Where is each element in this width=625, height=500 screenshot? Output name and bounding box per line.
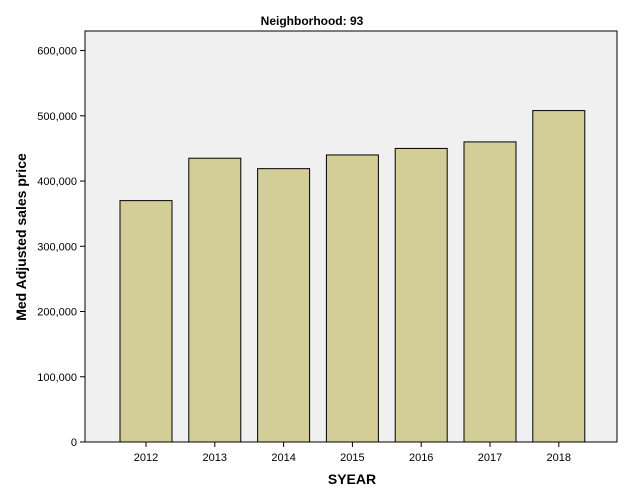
bar-2012 (119, 200, 173, 443)
bar-2013 (188, 157, 242, 443)
y-tick-label: 300,000 (37, 241, 77, 253)
x-tick-label: 2016 (409, 452, 433, 464)
bar-2018 (532, 110, 586, 443)
y-tick-label: 200,000 (37, 307, 77, 319)
chart-title: Neighborhood: 93 (261, 14, 364, 28)
y-tick-label: 500,000 (37, 111, 77, 123)
bars-group (119, 110, 586, 443)
x-tick-label: 2015 (340, 452, 364, 464)
x-tick-label: 2014 (271, 452, 295, 464)
x-tick-label: 2018 (547, 452, 571, 464)
x-tick-label: 2013 (203, 452, 227, 464)
bar-2014 (257, 168, 311, 443)
x-tick-label: 2012 (134, 452, 158, 464)
bar-2015 (325, 154, 379, 443)
bar-2016 (394, 147, 448, 443)
x-tick-label: 2017 (478, 452, 502, 464)
y-axis-title: Med Adjusted sales price (13, 153, 29, 321)
y-tick-label: 100,000 (37, 372, 77, 384)
x-axis: 2012 2013 2014 2015 2016 2017 2018 (134, 442, 571, 464)
x-axis-title: SYEAR (328, 471, 376, 487)
y-tick-label: 0 (71, 437, 77, 449)
y-tick-label: 600,000 (37, 46, 77, 58)
bar-2017 (463, 141, 517, 443)
y-tick-label: 400,000 (37, 176, 77, 188)
y-axis: 0 100,000 200,000 300,000 400,000 500,000 600,… (37, 46, 85, 449)
